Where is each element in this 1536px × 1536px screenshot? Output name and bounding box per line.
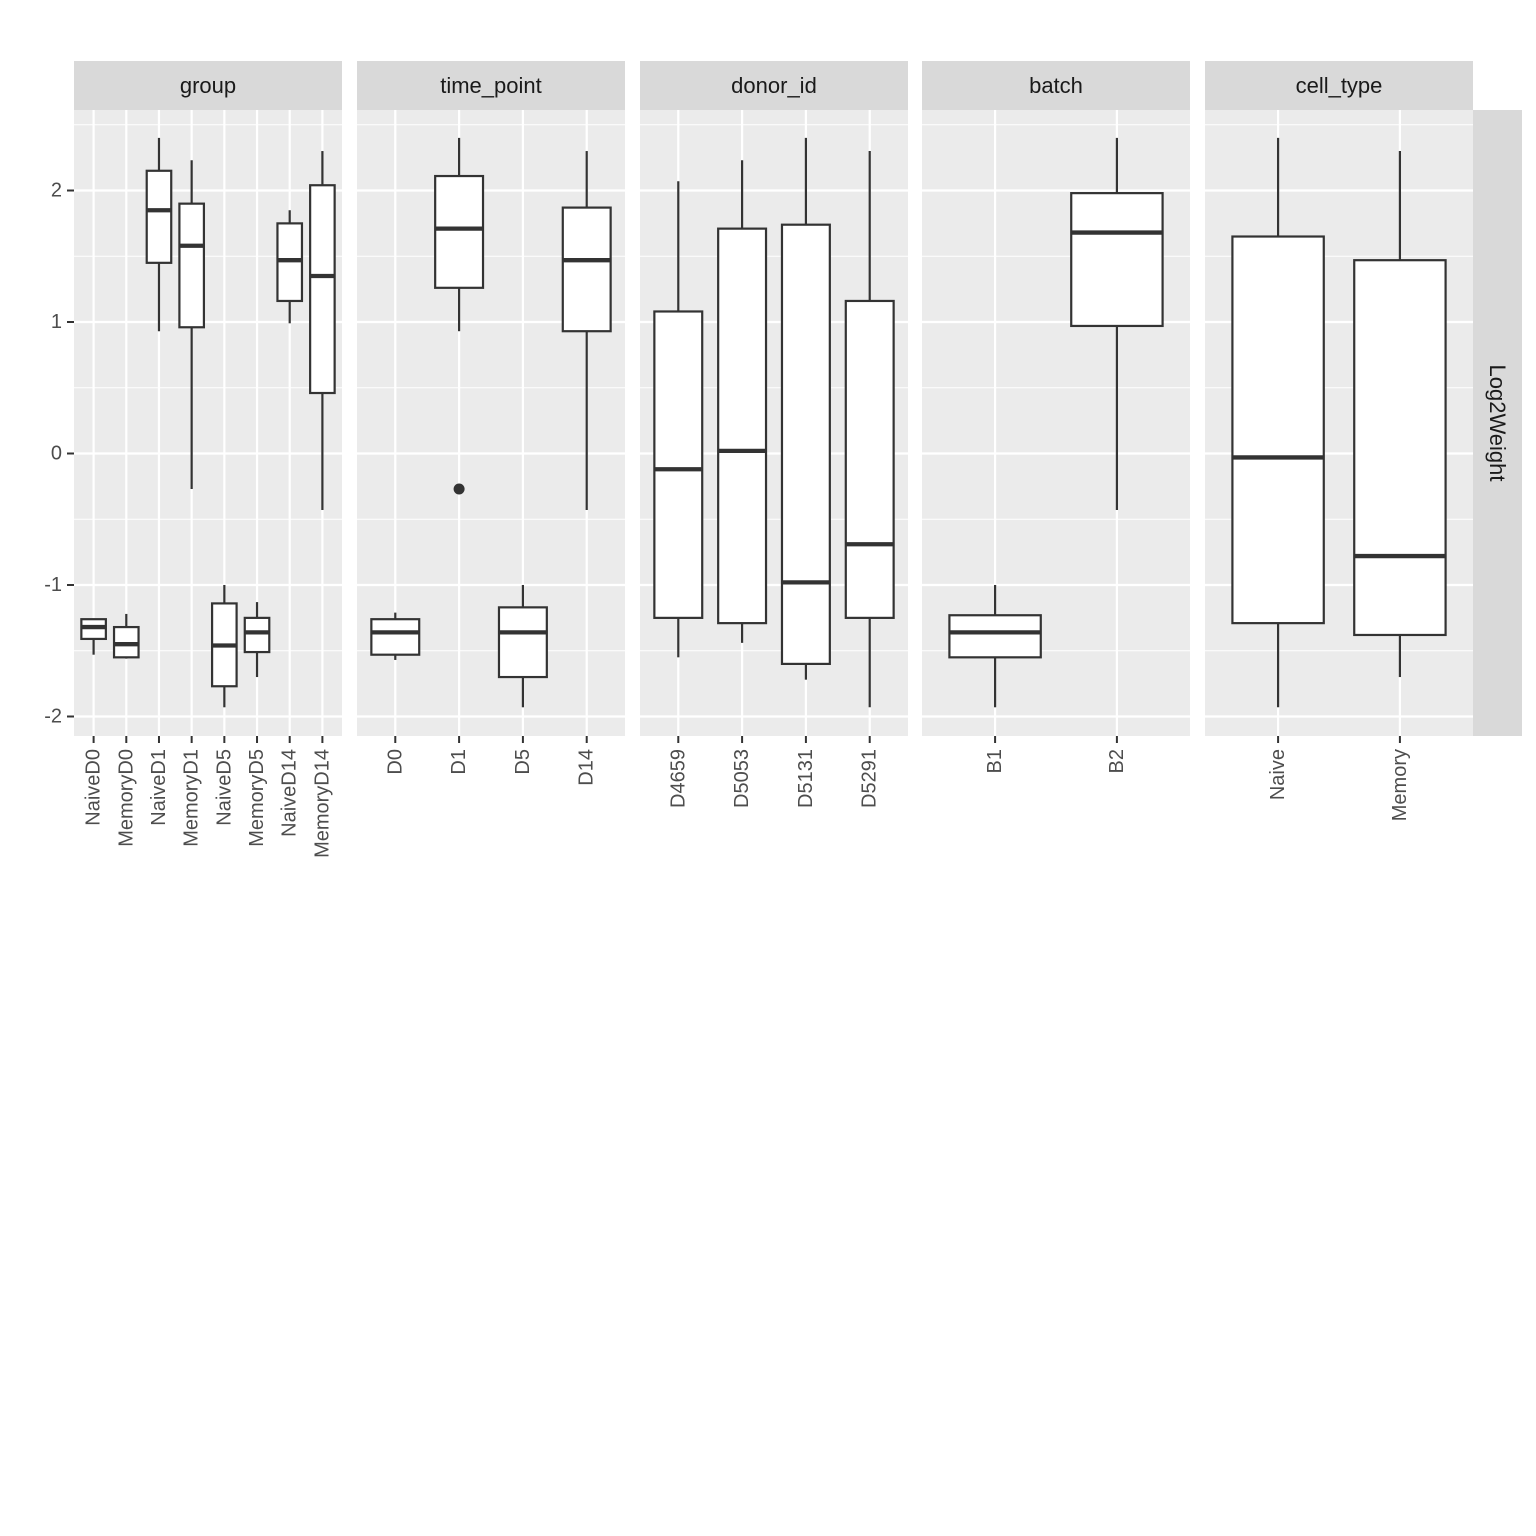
box-rect [178,202,206,329]
box-D0 [370,612,421,660]
box-rect [309,184,336,395]
box-rect [243,616,271,654]
box-rect [561,206,612,333]
box-rect [145,169,173,264]
box-D4659 [653,181,704,658]
strip-label: batch [1029,73,1083,98]
x-tick-label: D1 [448,749,470,775]
x-tick-label: MemoryD0 [115,749,137,847]
x-tick-label: B1 [984,749,1006,773]
x-tick-label: D5291 [859,749,881,808]
right-strip-label: Log2Weight [1485,364,1510,481]
box-rect [1353,259,1447,637]
box-D5131 [780,137,831,680]
strip-background [357,61,625,110]
strip-background [1205,61,1473,110]
box-MemoryD0 [112,613,140,659]
box-D5 [497,585,548,708]
x-tick-label: D5 [512,749,534,775]
x-tick-label: MemoryD1 [181,749,203,847]
x-tick-label: D4659 [667,749,689,808]
panel-group: group NaiveD0 MemoryD0 NaiveD1 MemoryD1 Naive… [74,61,342,858]
box-rect [780,223,831,665]
box-MemoryD14 [309,151,336,511]
x-tick-label: NaiveD14 [279,749,301,837]
y-tick-label: -1 [44,574,62,596]
box-rect [653,310,704,619]
box-NaiveD1 [145,137,173,332]
strip-label: time_point [440,73,542,98]
x-tick-label: Naive [1267,749,1289,800]
y-tick-label: -2 [44,706,62,728]
x-tick-label: D0 [384,749,406,775]
y-tick-label: 2 [51,180,62,202]
x-tick-label: Memory [1389,749,1411,821]
x-tick-label: MemoryD5 [246,749,268,847]
x-tick-label: D14 [576,749,598,786]
box-rect [434,174,485,289]
strip-background [74,61,342,110]
right-facet-strip: Log2Weight [1473,110,1522,736]
y-axis: -2 -1 0 1 2 [44,180,74,728]
box-MemoryD5 [243,602,271,678]
box-Memory [1353,151,1447,678]
right-strip-background [1473,110,1522,736]
panel-time_point: time_point D0 D1 D5 D14 [357,61,625,786]
box-rect [717,227,768,625]
box-B1 [948,585,1042,708]
box-rect [1070,192,1164,328]
panel-cell_type: cell_type Naive Memory [1205,61,1473,821]
box-Naive [1231,137,1325,708]
x-tick-label: NaiveD0 [83,749,105,826]
strip-label: cell_type [1296,73,1383,98]
panel-batch: batch B1 B2 [922,61,1190,773]
box-rect [1231,235,1325,625]
strip-background [922,61,1190,110]
box-rect [497,606,548,679]
x-tick-label: NaiveD5 [213,749,235,826]
box-D5053 [717,160,768,643]
box-D14 [561,151,612,511]
x-tick-label: D5053 [731,749,753,808]
box-rect [370,618,421,656]
box-NaiveD5 [210,585,238,708]
strip-label: donor_id [731,73,817,98]
box-rect [844,299,895,619]
outlier-point [453,483,465,495]
y-tick-label: 1 [51,311,62,333]
x-tick-label: D5131 [795,749,817,808]
panel-donor_id: donor_id D4659 D5053 D5131 D5291 [640,61,908,808]
box-B2 [1070,137,1164,511]
box-D5291 [844,151,895,708]
x-tick-label: MemoryD14 [311,749,333,858]
x-tick-label: NaiveD1 [148,749,170,826]
box-NaiveD0 [80,618,107,655]
strip-background [640,61,908,110]
y-tick-label: 0 [51,443,62,465]
strip-label: group [180,73,236,98]
box-NaiveD14 [276,210,304,324]
x-tick-label: B2 [1106,749,1128,773]
box-rect [948,614,1042,659]
box-MemoryD1 [178,160,206,490]
box-D1 [434,137,485,495]
